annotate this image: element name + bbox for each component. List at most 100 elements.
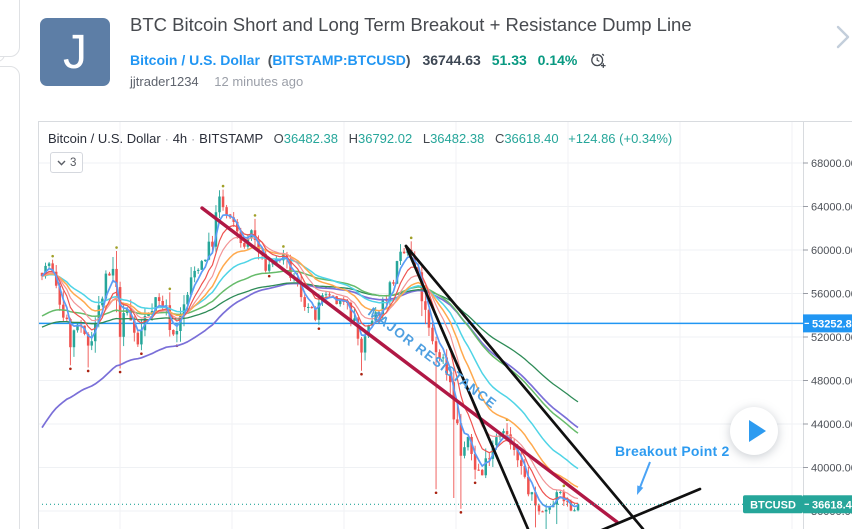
ascending-support-trendline[interactable] [590,487,702,529]
wedge-right-trendline[interactable] [404,244,645,529]
legend-separator: · [164,132,169,146]
candle [523,466,527,477]
up-fractal-dot [51,254,54,258]
candle [157,297,161,301]
indicator-count: 3 [70,156,77,169]
candle [363,336,367,353]
candle [175,331,179,335]
cropped-card-edge [0,0,20,57]
candle [115,268,118,288]
price-axis[interactable]: 68000.00 64000.00 60000.00 56000.00 52000.00… [38,121,852,529]
legend-symbol[interactable]: Bitcoin / U.S. Dollar [48,131,161,146]
play-icon [748,420,766,442]
candle [502,431,505,434]
legend-separator: · [191,132,196,146]
candle [133,320,136,333]
indicators-collapse-button[interactable]: 3 [50,152,84,173]
candle [108,273,111,276]
candle [182,304,186,315]
candle [349,302,353,321]
candle [225,207,228,215]
candle [289,259,292,278]
ohlc-open-value: 36482.38 [283,131,338,146]
candle [399,251,402,262]
chevron-down-icon [57,160,66,166]
trendlines-layer[interactable] [200,206,702,529]
play-button[interactable] [730,407,778,455]
candle [374,312,377,321]
candle [299,281,303,298]
candle [317,302,321,320]
price-level-badge [803,314,852,333]
candle [211,241,214,247]
ohlc-high-value: 36792.02 [357,131,413,146]
ohlc-low-value: 36482.38 [430,131,485,146]
paren-close: ) [405,52,411,68]
time-ago: 12 minutes ago [214,74,304,89]
candle [534,492,537,506]
candle [381,299,385,316]
symbol-link[interactable]: Bitcoin / U.S. Dollar [130,52,260,68]
candle [445,357,448,375]
exchange-symbol-link[interactable]: BITSTAMP:BTCUSD [272,52,406,68]
wedge-left-trendline[interactable] [404,244,530,529]
paren-open: ( [267,52,273,68]
candle [559,491,562,493]
up-fractal-dot [221,184,225,188]
legend-exchange: BITSTAMP [199,131,263,146]
candle [562,491,566,502]
candle [495,437,498,446]
major-resistance-trendline[interactable] [200,206,619,524]
axis-label: 56000.00 [811,289,852,301]
down-fractal-dot [140,352,143,355]
candle [395,261,399,284]
axis-label: 44000.00 [811,419,852,431]
candle [90,341,93,346]
candle [47,263,51,266]
candle [58,285,61,305]
down-fractal-dot [86,369,90,373]
candle [218,196,221,213]
candles-layer[interactable] [40,189,580,529]
chevron-right-icon[interactable] [834,24,852,50]
down-fractal-dot [473,481,477,485]
candle [402,251,406,254]
candle [548,507,551,510]
breakout-point-label[interactable]: Breakout Point 2 [615,443,729,459]
candle [417,267,420,273]
axis-label: 48000.00 [811,376,852,388]
up-fractal-dot [168,287,172,291]
candle [257,239,260,253]
candle [473,453,477,470]
candle [438,352,441,358]
idea-change-pct: 0.14% [537,52,578,68]
candle [154,297,157,311]
candle [275,259,278,264]
cropped-card-edge [0,66,20,529]
down-fractal-dot [459,511,463,514]
avatar[interactable]: J [40,18,110,86]
candle [470,436,473,454]
candle [221,196,225,208]
add-alert-icon[interactable] [589,51,607,69]
up-fractal-dot [562,484,566,488]
up-fractal-dot [409,236,413,240]
ohlc-high-label: H [348,131,358,146]
candle [459,423,463,456]
candle [310,306,314,309]
candle [488,458,491,460]
symbol-badge [743,495,803,514]
idea-title[interactable]: BTC Bitcoin Short and Long Term Breakout… [130,14,692,35]
moving-averages-layer [41,214,579,508]
breakout-arrow[interactable] [638,461,651,491]
author-link[interactable]: jjtrader1234 [130,74,199,89]
candle [97,305,101,323]
ohlc-low-label: L [422,131,431,146]
candle [147,314,150,317]
candle [353,318,356,321]
down-fractal-dot [434,491,438,495]
candle [140,330,143,345]
ohlc-open-label: O [273,131,284,146]
candle [161,300,164,308]
